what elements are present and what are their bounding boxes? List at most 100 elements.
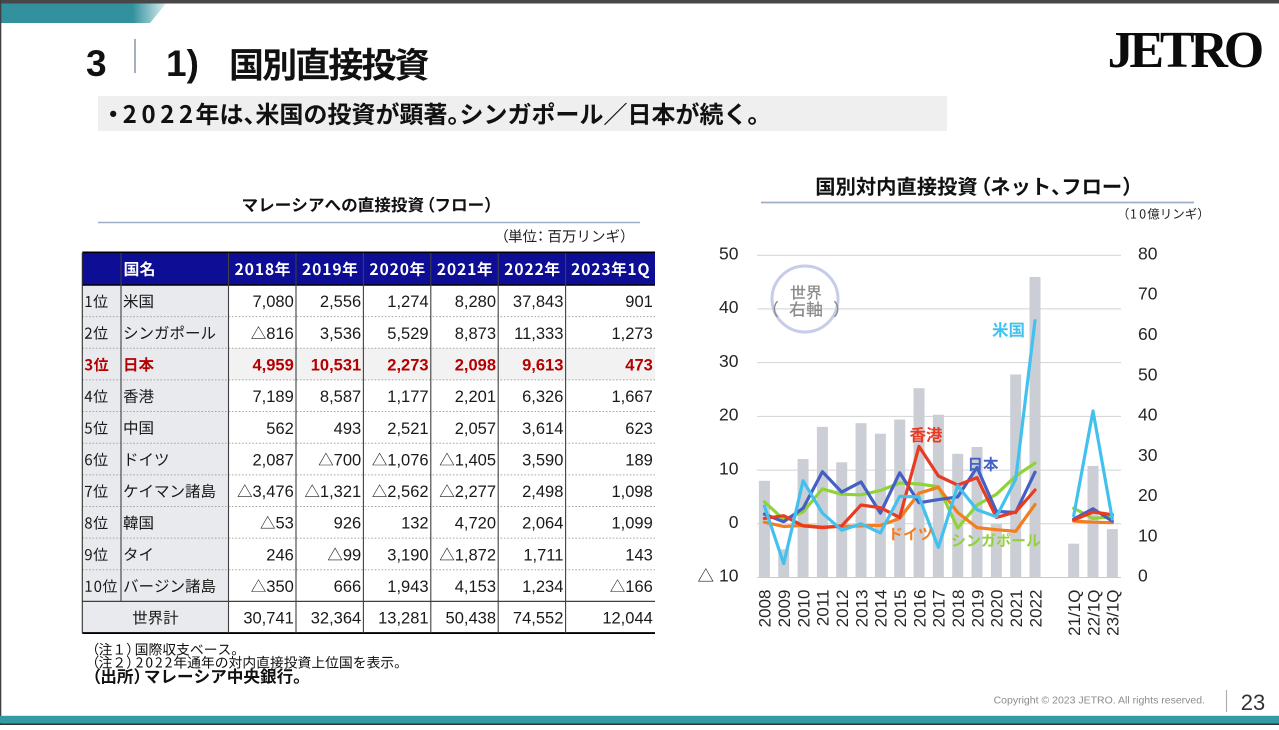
svg-text:8,587: 8,587 xyxy=(320,388,361,406)
svg-text:2015: 2015 xyxy=(891,590,910,628)
svg-text:246: 246 xyxy=(266,546,294,564)
svg-text:12,044: 12,044 xyxy=(602,610,652,628)
svg-text:2014: 2014 xyxy=(872,590,891,628)
svg-text:2010: 2010 xyxy=(794,590,813,628)
svg-text:2,087: 2,087 xyxy=(253,451,294,469)
svg-text:2,273: 2,273 xyxy=(387,357,428,375)
svg-text:2019: 2019 xyxy=(968,590,987,628)
svg-text:3,590: 3,590 xyxy=(522,451,563,469)
svg-text:901: 901 xyxy=(625,293,653,311)
svg-text:2,277: 2,277 xyxy=(455,483,496,501)
svg-text:50: 50 xyxy=(719,243,739,263)
svg-text:30: 30 xyxy=(1138,445,1158,465)
svg-text:99: 99 xyxy=(343,546,361,564)
svg-text:4,959: 4,959 xyxy=(253,357,294,375)
svg-text:3: 3 xyxy=(86,43,107,84)
svg-text:10: 10 xyxy=(1138,525,1158,545)
svg-text:2008: 2008 xyxy=(756,590,775,628)
svg-text:1,321: 1,321 xyxy=(320,483,361,501)
svg-text:30: 30 xyxy=(719,351,739,371)
svg-text:1,943: 1,943 xyxy=(387,578,428,596)
svg-text:2018: 2018 xyxy=(949,590,968,628)
svg-text:2,064: 2,064 xyxy=(522,515,563,533)
svg-text:7,080: 7,080 xyxy=(253,293,294,311)
svg-text:53: 53 xyxy=(275,515,293,533)
svg-text:0: 0 xyxy=(1138,566,1148,586)
svg-text:623: 623 xyxy=(625,420,653,438)
svg-text:166: 166 xyxy=(625,578,653,596)
svg-text:2012: 2012 xyxy=(833,590,852,628)
svg-text:2009: 2009 xyxy=(775,590,794,628)
svg-text:32,364: 32,364 xyxy=(311,610,361,628)
svg-text:2,556: 2,556 xyxy=(320,293,361,311)
svg-text:2020: 2020 xyxy=(988,589,1007,627)
svg-text:22/1Q: 22/1Q xyxy=(1084,590,1103,636)
svg-text:473: 473 xyxy=(625,357,653,375)
svg-text:2,498: 2,498 xyxy=(522,483,563,501)
svg-text:70: 70 xyxy=(1138,284,1158,304)
svg-text:2016: 2016 xyxy=(910,590,929,628)
svg-text:2021: 2021 xyxy=(1007,590,1026,628)
svg-text:3,476: 3,476 xyxy=(253,483,294,501)
svg-text:21/1Q: 21/1Q xyxy=(1065,590,1084,636)
svg-text:1,711: 1,711 xyxy=(523,546,563,564)
svg-text:20: 20 xyxy=(1138,485,1158,505)
svg-text:816: 816 xyxy=(266,325,294,343)
svg-text:8,280: 8,280 xyxy=(455,293,496,311)
svg-text:1,099: 1,099 xyxy=(612,515,653,533)
svg-text:1,177: 1,177 xyxy=(387,388,428,406)
svg-text:666: 666 xyxy=(334,578,362,596)
svg-text:3,614: 3,614 xyxy=(522,420,563,438)
svg-text:23: 23 xyxy=(1241,690,1265,715)
svg-text:5,529: 5,529 xyxy=(387,325,428,343)
svg-text:30,741: 30,741 xyxy=(243,610,293,628)
svg-text:7,189: 7,189 xyxy=(253,388,294,406)
svg-text:2,201: 2,201 xyxy=(455,388,496,406)
svg-text:926: 926 xyxy=(334,515,362,533)
svg-text:2,057: 2,057 xyxy=(455,420,496,438)
svg-text:493: 493 xyxy=(334,420,362,438)
svg-text:1): 1) xyxy=(166,43,199,84)
svg-text:60: 60 xyxy=(1138,324,1158,344)
svg-text:143: 143 xyxy=(625,546,653,564)
svg-text:37,843: 37,843 xyxy=(513,293,563,311)
svg-text:JETRO: JETRO xyxy=(1108,22,1262,79)
svg-text:1,274: 1,274 xyxy=(387,293,428,311)
svg-text:562: 562 xyxy=(266,420,294,438)
svg-text:3,536: 3,536 xyxy=(320,325,361,343)
svg-text:11,333: 11,333 xyxy=(514,325,563,343)
svg-text:13,281: 13,281 xyxy=(378,610,428,628)
svg-text:4,153: 4,153 xyxy=(455,578,496,596)
svg-text:2017: 2017 xyxy=(930,590,949,628)
svg-text:2,098: 2,098 xyxy=(455,357,496,375)
svg-text:Copyright © 2023 JETRO. All ri: Copyright © 2023 JETRO. All rights reser… xyxy=(994,695,1205,707)
svg-text:1,872: 1,872 xyxy=(455,546,496,564)
svg-text:2,562: 2,562 xyxy=(387,483,428,501)
svg-text:350: 350 xyxy=(266,578,294,596)
svg-text:1,273: 1,273 xyxy=(612,325,653,343)
svg-text:6,326: 6,326 xyxy=(522,388,563,406)
svg-text:40: 40 xyxy=(719,297,739,317)
svg-text:9,613: 9,613 xyxy=(522,357,563,375)
svg-text:50: 50 xyxy=(1138,364,1158,384)
svg-text:189: 189 xyxy=(625,451,653,469)
svg-text:1,405: 1,405 xyxy=(455,451,496,469)
svg-text:20: 20 xyxy=(719,405,739,425)
svg-text:4,720: 4,720 xyxy=(455,515,496,533)
svg-text:3,190: 3,190 xyxy=(387,546,428,564)
svg-text:2013: 2013 xyxy=(852,590,871,628)
svg-text:1,098: 1,098 xyxy=(612,483,653,501)
svg-text:2,521: 2,521 xyxy=(387,420,428,438)
svg-text:1,076: 1,076 xyxy=(387,451,428,469)
svg-text:50,438: 50,438 xyxy=(446,610,496,628)
svg-text:8,873: 8,873 xyxy=(455,325,496,343)
svg-text:1,234: 1,234 xyxy=(522,578,563,596)
svg-text:2011: 2011 xyxy=(814,590,833,627)
svg-text:40: 40 xyxy=(1138,405,1158,425)
svg-text:23/1Q: 23/1Q xyxy=(1104,590,1123,636)
svg-text:10: 10 xyxy=(719,458,739,478)
svg-text:74,552: 74,552 xyxy=(513,610,563,628)
svg-text:80: 80 xyxy=(1138,243,1158,263)
svg-text:10,531: 10,531 xyxy=(311,357,361,375)
svg-text:2022: 2022 xyxy=(1026,590,1045,628)
